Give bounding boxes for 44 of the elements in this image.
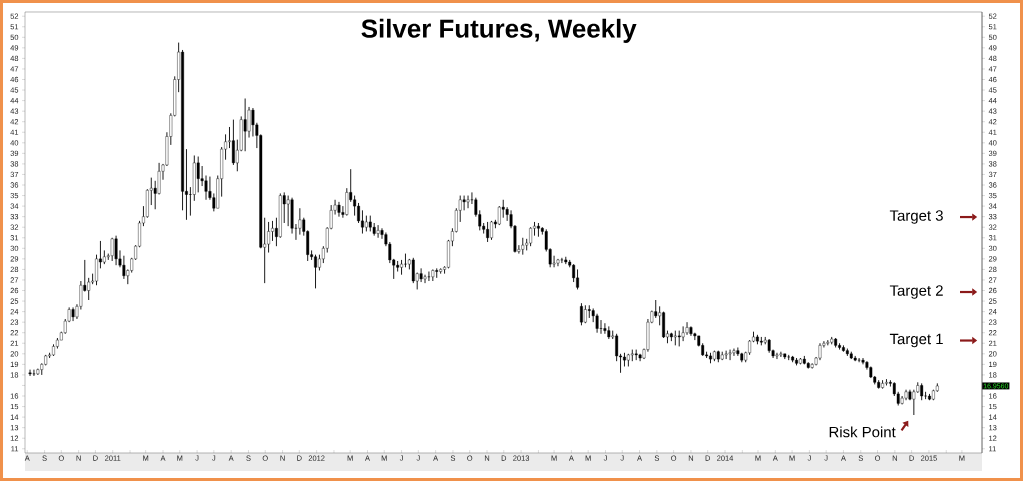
candlestick <box>587 304 591 319</box>
candlestick <box>376 224 380 239</box>
annotation: Target 2 <box>889 285 943 299</box>
candlestick <box>732 348 736 357</box>
candlestick <box>286 195 290 227</box>
candlestick <box>580 302 583 326</box>
annotation: Risk Point <box>829 426 896 438</box>
candlestick <box>314 254 317 289</box>
candlestick <box>196 156 200 193</box>
annotation: Target 1 <box>889 333 943 348</box>
candlestick <box>724 350 728 360</box>
candlestick <box>114 235 118 266</box>
candlestick <box>28 369 32 377</box>
candlestick <box>728 349 732 361</box>
annotation: Target 3 <box>889 210 943 224</box>
candlestick <box>599 319 603 335</box>
candlestick <box>537 222 540 238</box>
candlestick <box>736 347 740 357</box>
candlestick <box>775 352 779 360</box>
candlestick <box>404 253 407 268</box>
candlestick <box>95 254 98 286</box>
candlestick <box>603 322 607 335</box>
candlestick <box>243 98 247 152</box>
candlestick <box>32 369 36 377</box>
candlestick <box>231 119 235 166</box>
candlestick <box>466 195 470 209</box>
chart-title: Silver Futures, Weekly <box>361 18 637 43</box>
candlestick <box>271 220 274 242</box>
candlestick <box>267 221 271 253</box>
candlestick <box>337 201 341 218</box>
candlestick <box>427 271 431 282</box>
candlestick <box>857 357 861 363</box>
candlestick <box>529 226 533 247</box>
candlestick <box>298 207 302 236</box>
candlestick <box>411 257 415 284</box>
candlestick <box>361 209 364 234</box>
candlestick <box>419 267 423 283</box>
candlestick <box>423 274 427 284</box>
candlestick <box>357 202 360 224</box>
candlestick <box>560 257 564 264</box>
candlestick <box>462 195 466 211</box>
candlestick <box>681 325 685 342</box>
candlestick <box>576 268 579 290</box>
candlestick <box>87 277 91 301</box>
